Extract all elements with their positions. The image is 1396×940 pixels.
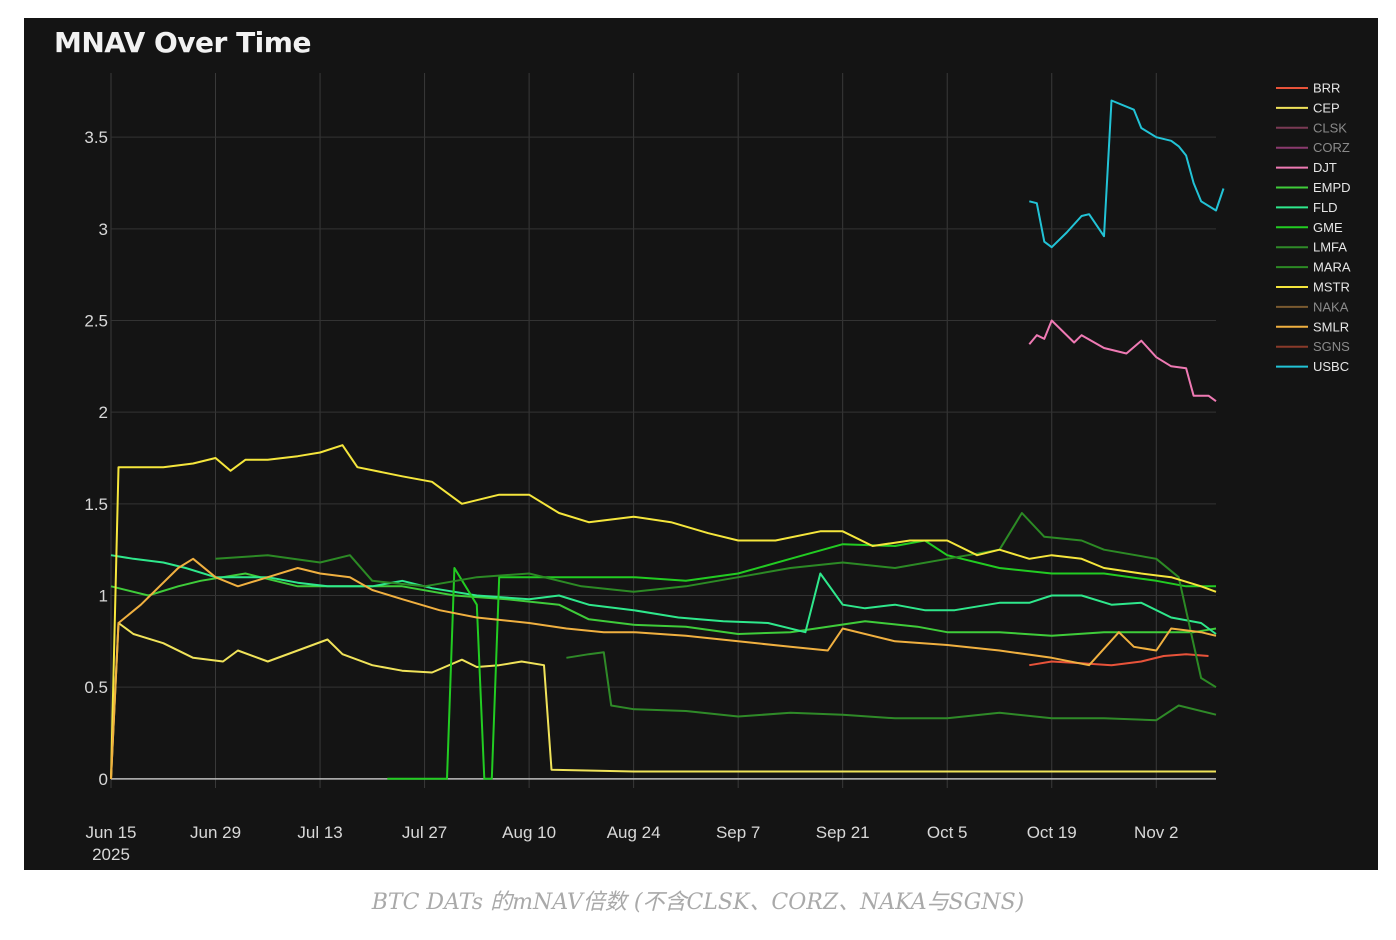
x-tick-label: Aug 24: [607, 823, 661, 842]
y-tick-label: 3.5: [84, 128, 108, 147]
x-tick-label: Jul 27: [402, 823, 447, 842]
x-tick-label: Jun 29: [190, 823, 241, 842]
legend-label: CEP: [1313, 100, 1340, 115]
series-line-smlr: [110, 557, 1217, 779]
series-line-mara: [215, 512, 1217, 689]
x-tick-label: Sep 21: [816, 823, 870, 842]
legend[interactable]: BRR CEP CLSK CORZ DJT EMPD FLD GME LMFA MARA MSTR N…: [1276, 81, 1351, 375]
series-line-empd: [110, 572, 1217, 637]
legend-label: EMPD: [1313, 180, 1351, 195]
y-tick-label: 2.5: [84, 312, 108, 331]
legend-label: FLD: [1313, 200, 1338, 215]
legend-label: DJT: [1313, 160, 1337, 175]
legend-item-corz[interactable]: CORZ: [1276, 140, 1350, 155]
legend-item-mara[interactable]: MARA: [1276, 260, 1351, 275]
series-line-djt: [1028, 319, 1217, 403]
series-line-fld: [110, 554, 1217, 635]
figure-caption: BTC DATs 的mNAV倍数 (不含CLSK、CORZ、NAKA与SGNS): [371, 890, 1025, 915]
legend-label: LMFA: [1313, 240, 1347, 255]
y-tick-label: 1: [99, 587, 108, 606]
legend-label: USBC: [1313, 359, 1349, 374]
legend-item-brr[interactable]: BRR: [1276, 81, 1340, 96]
chart-title: MNAV Over Time: [54, 26, 311, 59]
x-tick-label: Aug 10: [502, 823, 556, 842]
series-line-lmfa: [566, 651, 1217, 722]
x-tick-label: Jul 13: [297, 823, 342, 842]
legend-item-clsk[interactable]: CLSK: [1276, 120, 1347, 135]
x-tick-label: Oct 19: [1027, 823, 1077, 842]
legend-item-djt[interactable]: DJT: [1276, 160, 1337, 175]
y-tick-label: 3: [99, 220, 108, 239]
series-line-mstr: [110, 444, 1217, 779]
y-tick-label: 1.5: [84, 495, 108, 514]
series-line-usbc: [1029, 99, 1225, 249]
chart-panel: Jun 15 2025 Jun 29 Jul 13 Jul 27 Aug 10 Aug 24…: [24, 18, 1378, 870]
legend-label: CLSK: [1313, 120, 1347, 135]
legend-item-usbc[interactable]: USBC: [1276, 359, 1349, 374]
x-tick-sublabel: 2025: [92, 845, 130, 864]
legend-label: NAKA: [1313, 299, 1349, 314]
legend-item-smlr[interactable]: SMLR: [1276, 319, 1349, 334]
series-layer: [110, 99, 1225, 780]
legend-item-gme[interactable]: GME: [1276, 220, 1343, 235]
legend-item-cep[interactable]: CEP: [1276, 100, 1340, 115]
legend-label: GME: [1313, 220, 1343, 235]
legend-label: MARA: [1313, 260, 1351, 275]
y-tick-label: 2: [99, 403, 108, 422]
legend-label: MSTR: [1313, 280, 1350, 295]
chart-svg: Jun 15 2025 Jun 29 Jul 13 Jul 27 Aug 10 Aug 24…: [84, 73, 1351, 864]
legend-item-lmfa[interactable]: LMFA: [1276, 240, 1347, 255]
grid-layer: [110, 73, 1216, 788]
y-tick-label: 0: [99, 770, 108, 789]
tick-layer: Jun 15 2025 Jun 29 Jul 13 Jul 27 Aug 10 Aug 24…: [84, 128, 1178, 864]
legend-label: SGNS: [1313, 339, 1350, 354]
legend-item-sgns[interactable]: SGNS: [1276, 339, 1350, 354]
x-tick-label: Sep 7: [716, 823, 760, 842]
legend-item-empd[interactable]: EMPD: [1276, 180, 1351, 195]
series-line-cep: [110, 622, 1216, 779]
series-line-gme: [387, 539, 1216, 780]
legend-item-mstr[interactable]: MSTR: [1276, 280, 1350, 295]
x-tick-label: Jun 15: [85, 823, 136, 842]
legend-label: BRR: [1313, 81, 1340, 96]
legend-label: SMLR: [1313, 319, 1349, 334]
legend-label: CORZ: [1313, 140, 1350, 155]
legend-item-fld[interactable]: FLD: [1276, 200, 1338, 215]
x-tick-label: Oct 5: [927, 823, 968, 842]
series-line-brr: [1029, 653, 1209, 667]
legend-item-naka[interactable]: NAKA: [1276, 299, 1349, 314]
x-tick-label: Nov 2: [1134, 823, 1178, 842]
y-tick-label: 0.5: [84, 678, 108, 697]
